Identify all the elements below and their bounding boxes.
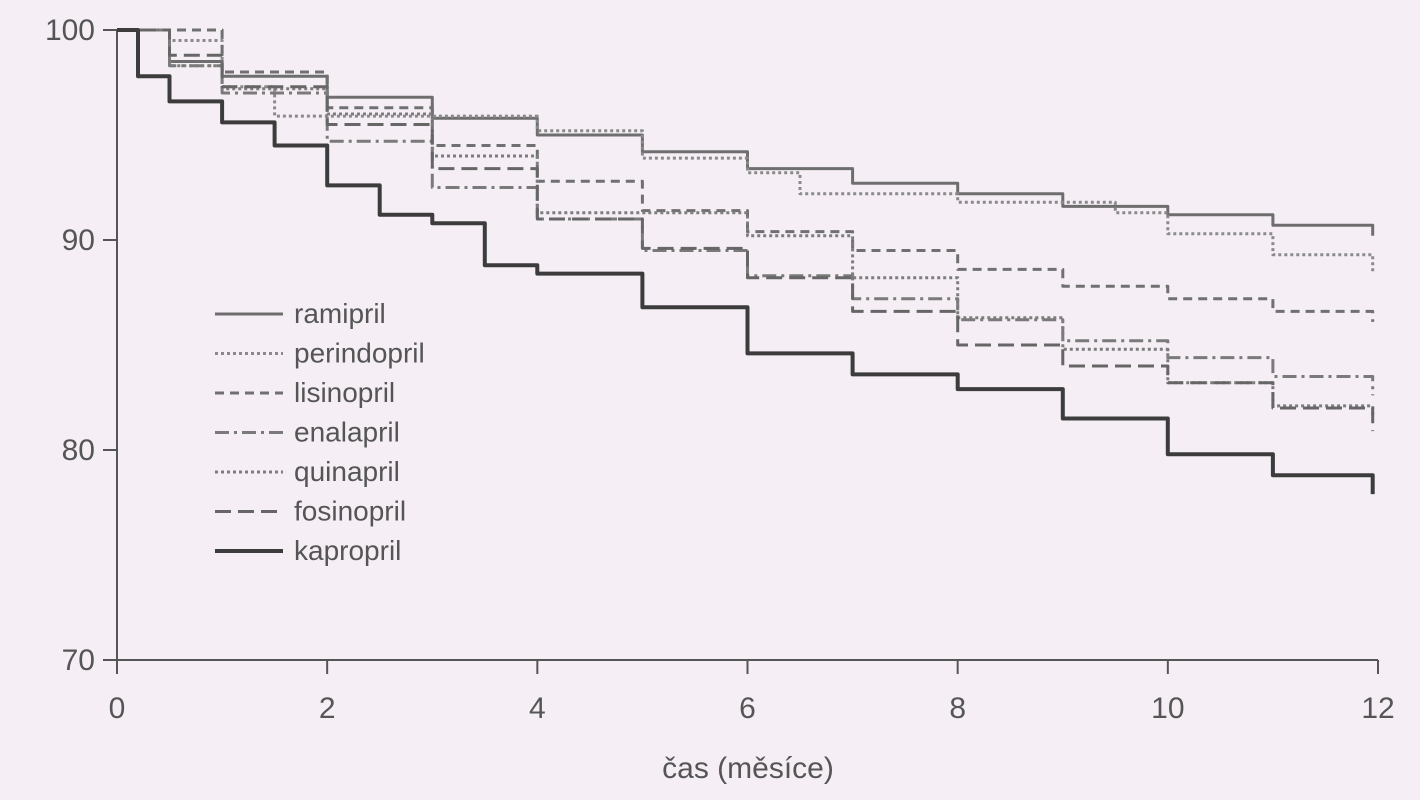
legend-label-ramipril: ramipril	[294, 298, 386, 329]
x-tick-label: 8	[949, 692, 966, 725]
x-tick-label: 0	[109, 692, 126, 725]
x-tick-label: 4	[529, 692, 546, 725]
series-line-fosinopril	[117, 28, 1375, 432]
series-line-perindopril	[117, 28, 1375, 274]
x-tick-label: 10	[1151, 692, 1184, 725]
x-tick-label: 2	[319, 692, 336, 725]
series-line-lisinopril	[117, 28, 1375, 322]
y-tick-label: 70	[62, 644, 95, 677]
chart-legend: ramipril perindopril lisinopril enalapril qu…	[215, 298, 425, 566]
legend-label-enalapril: enalapril	[294, 417, 400, 448]
y-tick-label: 90	[62, 224, 95, 257]
x-axis-title: čas (měsíce)	[662, 752, 834, 785]
series-line-quinapril	[117, 28, 1375, 417]
legend-label-perindopril: perindopril	[294, 338, 425, 369]
legend-label-kapropril: kapropril	[294, 535, 401, 566]
legend-label-fosinopril: fosinopril	[294, 496, 406, 527]
x-tick-label: 12	[1361, 692, 1394, 725]
legend-label-quinapril: quinapril	[294, 456, 400, 487]
y-tick-label: 100	[45, 14, 95, 47]
x-tick-label: 6	[739, 692, 756, 725]
legend-label-lisinopril: lisinopril	[294, 377, 395, 408]
series-line-ramipril	[117, 28, 1375, 236]
chart-axes: 70 80 90 100 0 2 4 6 8 10 12	[45, 14, 1395, 725]
series-lines	[117, 28, 1375, 495]
series-line-kapropril	[117, 28, 1375, 495]
y-tick-label: 80	[62, 434, 95, 467]
